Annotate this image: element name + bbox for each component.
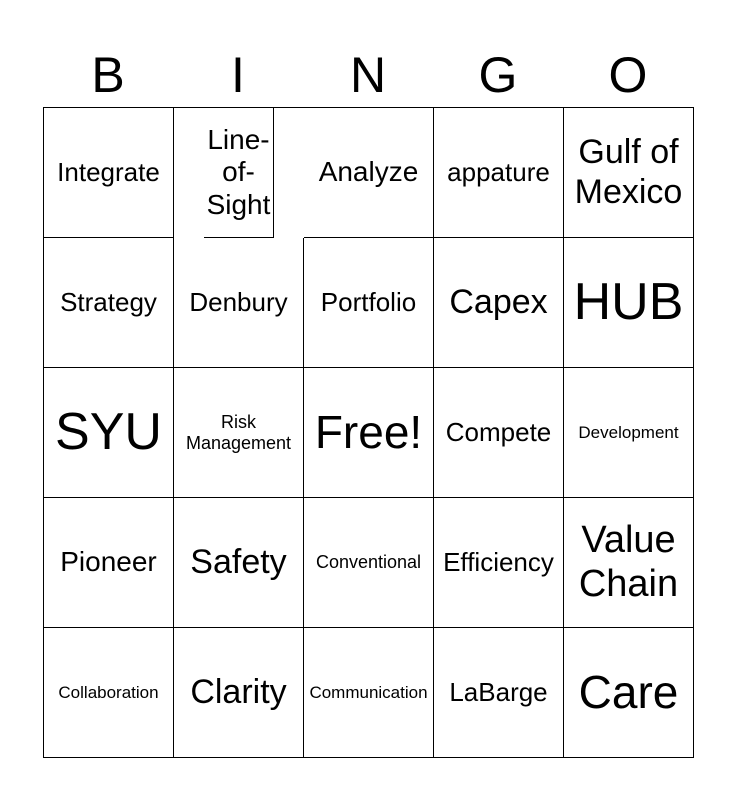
header-letter-g: G (478, 47, 518, 103)
bingo-header: B I N G O (43, 44, 693, 106)
bingo-cell: SYU (44, 368, 174, 498)
bingo-cell: Value Chain (564, 498, 694, 628)
bingo-cell: Risk Management (174, 368, 304, 498)
bingo-cell: appature (434, 108, 564, 238)
bingo-cell: Compete (434, 368, 564, 498)
bingo-grid: Integrate Line-of-Sight Analyze appature… (43, 107, 694, 758)
bingo-cell: Gulf of Mexico (564, 108, 694, 238)
bingo-cell: HUB (564, 238, 694, 368)
header-letter-i: I (231, 47, 245, 103)
bingo-cell: Efficiency (434, 498, 564, 628)
bingo-cell: Clarity (174, 628, 304, 758)
bingo-cell: Care (564, 628, 694, 758)
bingo-cell: Communication (304, 628, 434, 758)
header-letter-n: N (349, 47, 387, 103)
bingo-cell: Conventional (304, 498, 434, 628)
bingo-cell: Collaboration (44, 628, 174, 758)
header-letter-b: B (91, 47, 125, 103)
bingo-cell: Pioneer (44, 498, 174, 628)
bingo-cell: Integrate (44, 108, 174, 238)
bingo-cell: Strategy (44, 238, 174, 368)
bingo-cell: Development (564, 368, 694, 498)
bingo-cell: Portfolio (304, 238, 434, 368)
bingo-cell: LaBarge (434, 628, 564, 758)
bingo-cell: Capex (434, 238, 564, 368)
free-space-cell: Free! (304, 368, 434, 498)
bingo-cell: Line-of-Sight (204, 108, 274, 238)
header-letter-o: O (608, 47, 648, 103)
bingo-cell: Safety (174, 498, 304, 628)
bingo-cell: Analyze (304, 108, 434, 238)
bingo-cell: Denbury (174, 238, 304, 368)
